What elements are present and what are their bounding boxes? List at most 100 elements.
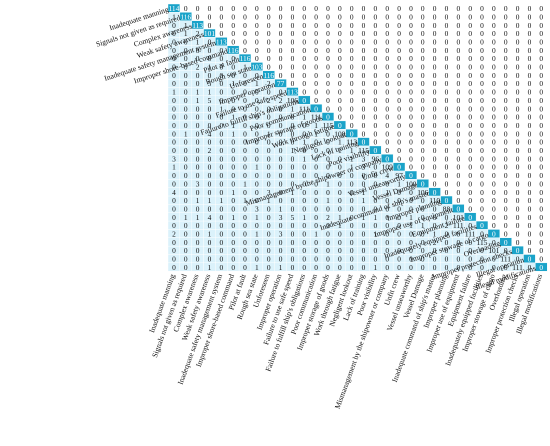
cell-value: 0 [468, 221, 472, 230]
cell-value: 0 [397, 221, 401, 230]
cell-value: 0 [456, 263, 460, 272]
cell-value: 0 [231, 138, 235, 147]
upper-cell-value: 0 [338, 46, 342, 55]
cell-value: 0 [184, 71, 188, 80]
upper-cell-value: 0 [539, 230, 543, 239]
cell-value: 0 [208, 221, 212, 230]
diagonal-value: 0 [350, 129, 354, 138]
cell-value: 0 [184, 154, 188, 163]
upper-cell-value: 0 [492, 196, 496, 205]
upper-cell-value: 0 [219, 12, 223, 21]
upper-cell-value: 0 [516, 138, 520, 147]
upper-cell-value: 0 [385, 129, 389, 138]
cell-value: 4 [208, 129, 212, 138]
cell-value: 0 [279, 255, 283, 264]
upper-cell-value: 0 [302, 21, 306, 30]
upper-cell-value: 0 [314, 63, 318, 72]
cell-value: 0 [184, 221, 188, 230]
cell-value: 0 [184, 263, 188, 272]
upper-cell-value: 0 [350, 37, 354, 46]
cell-value: 1 [433, 230, 437, 239]
cell-value: 0 [279, 196, 283, 205]
upper-cell-value: 0 [231, 21, 235, 30]
cell-value: 0 [409, 196, 413, 205]
upper-cell-value: 0 [456, 121, 460, 130]
upper-cell-value: 0 [480, 204, 484, 213]
cell-value: 0 [302, 255, 306, 264]
diagonal-value: 0 [456, 204, 460, 213]
upper-cell-value: 0 [350, 96, 354, 105]
upper-cell-value: 0 [350, 121, 354, 130]
cell-value: 0 [456, 246, 460, 255]
cell-value: 1 [302, 138, 306, 147]
cell-value: 0 [267, 104, 271, 113]
upper-cell-value: 0 [445, 121, 449, 130]
cell-value: 1 [255, 263, 259, 272]
cell-value: 0 [291, 154, 295, 163]
cell-value: 0 [184, 113, 188, 122]
upper-cell-value: 0 [468, 196, 472, 205]
cell-value: 2 [196, 63, 200, 72]
cell-value: 0 [291, 129, 295, 138]
cell-value: 88 [443, 204, 451, 213]
cell-value: 0 [267, 179, 271, 188]
upper-cell-value: 0 [362, 113, 366, 122]
cell-value: 0 [267, 238, 271, 247]
cell-value: 0 [231, 154, 235, 163]
upper-cell-value: 0 [421, 4, 425, 13]
upper-cell-value: 0 [433, 54, 437, 63]
upper-cell-value: 0 [528, 171, 532, 180]
upper-cell-value: 0 [480, 179, 484, 188]
upper-cell-value: 0 [456, 54, 460, 63]
upper-cell-value: 0 [468, 188, 472, 197]
upper-cell-value: 0 [456, 138, 460, 147]
cell-value: 0 [267, 121, 271, 130]
cell-value: 0 [196, 204, 200, 213]
cell-value: 0 [338, 179, 342, 188]
cell-value: 1 [338, 146, 342, 155]
cell-value: 0 [184, 246, 188, 255]
upper-cell-value: 0 [421, 171, 425, 180]
upper-cell-value: 0 [243, 46, 247, 55]
cell-value: 0 [196, 255, 200, 264]
cell-value: 111 [311, 113, 322, 122]
upper-cell-value: 0 [397, 46, 401, 55]
cell-value: 0 [219, 188, 223, 197]
cell-value: 0 [255, 196, 259, 205]
cell-value: 0 [385, 230, 389, 239]
upper-cell-value: 0 [338, 37, 342, 46]
upper-cell-value: 0 [492, 188, 496, 197]
upper-cell-value: 0 [539, 138, 543, 147]
upper-cell-value: 0 [516, 154, 520, 163]
cell-value: 0 [279, 146, 283, 155]
diagonal-cell [535, 262, 548, 272]
cell-value: 0 [267, 230, 271, 239]
cell-value: 1 [279, 263, 283, 272]
upper-cell-value: 0 [492, 138, 496, 147]
cell-value: 0 [445, 213, 449, 222]
upper-cell-value: 0 [374, 113, 378, 122]
cell-value: 0 [255, 179, 259, 188]
upper-cell-value: 0 [504, 213, 508, 222]
upper-cell-value: 0 [362, 63, 366, 72]
upper-cell-value: 0 [279, 12, 283, 21]
cell-value: 1 [196, 88, 200, 97]
upper-cell-value: 0 [291, 12, 295, 21]
cell-value: 0 [243, 188, 247, 197]
upper-cell-value: 0 [397, 79, 401, 88]
upper-cell-value: 0 [480, 63, 484, 72]
upper-cell-value: 0 [480, 88, 484, 97]
upper-cell-value: 0 [291, 37, 295, 46]
cell-value: 0 [172, 79, 176, 88]
diagonal-value: 0 [326, 113, 330, 122]
cell-value: 0 [172, 63, 176, 72]
cell-value: 0 [279, 138, 283, 147]
diagonal-value: 0 [528, 255, 532, 264]
upper-cell-value: 0 [528, 138, 532, 147]
upper-cell-value: 0 [421, 129, 425, 138]
cell-value: 1 [362, 196, 366, 205]
cell-value: 1 [397, 179, 401, 188]
cell-value: 0 [196, 54, 200, 63]
cell-value: 0 [219, 179, 223, 188]
upper-cell-value: 0 [456, 146, 460, 155]
